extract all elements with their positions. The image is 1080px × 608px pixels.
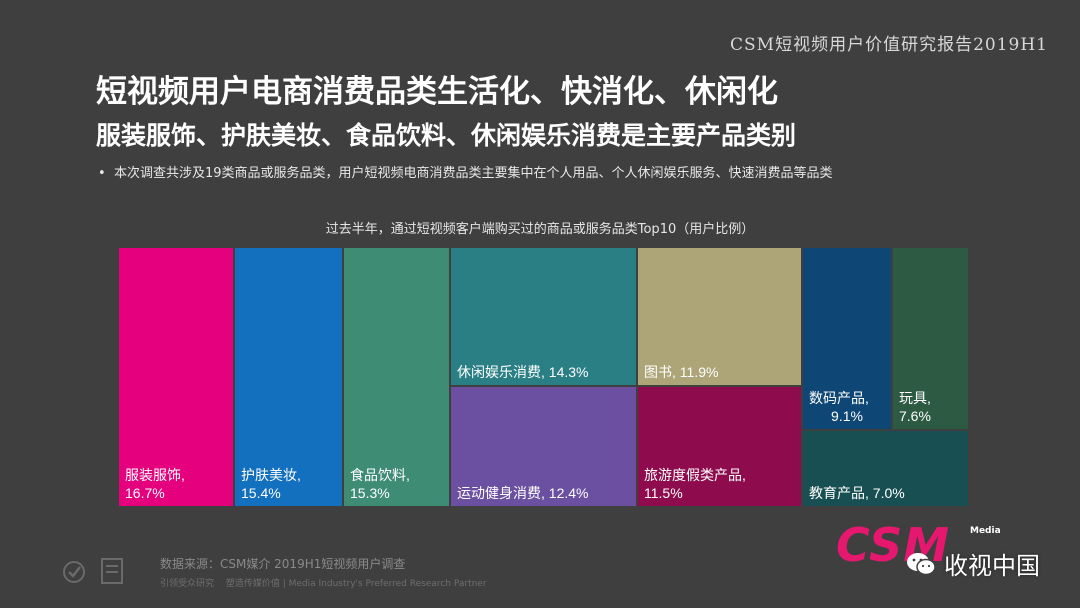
treemap-cell: [451, 248, 636, 385]
treemap-cell-label: 教育产品, 7.0%: [809, 485, 905, 501]
source-tagline: 引领受众研究 塑造传媒价值 | Media Industry's Preferr…: [160, 579, 487, 589]
page-subtitle: 服装服饰、护肤美妆、食品饮料、休闲娱乐消费是主要产品类别: [96, 121, 797, 150]
data-source: 数据来源：CSM媒介 2019H1短视频用户调查 引领受众研究 塑造传媒价值 |…: [160, 555, 487, 589]
treemap-cell-label: 图书, 11.9%: [644, 364, 718, 380]
treemap-cell-label: 运动健身消费, 12.4%: [457, 485, 588, 501]
source-text: 数据来源：CSM媒介 2019H1短视频用户调查: [160, 557, 406, 571]
treemap-cell: [638, 248, 801, 385]
treemap-cell-label: 食品饮料, 15.3%: [350, 467, 410, 501]
treemap-cell: [803, 431, 968, 506]
certificate-icon: [101, 558, 123, 584]
bullet-dot-icon: •: [98, 166, 106, 181]
treemap-cell-label: 玩具, 7.6%: [899, 390, 931, 424]
treemap-cell: [344, 248, 449, 506]
treemap-cell-label: 休闲娱乐消费, 14.3%: [457, 364, 588, 380]
treemap-cell-label: 服装服饰, 16.7%: [125, 467, 185, 501]
wechat-label: 收视中国: [944, 552, 1040, 580]
check-badge-icon: [63, 561, 85, 583]
bullet-note: • 本次调查共涉及19类商品或服务品类，用户短视频电商消费品类主要集中在个人用品、…: [98, 162, 833, 181]
treemap-cell-label: 数码产品, 9.1%: [809, 390, 869, 424]
chart-title: 过去半年，通过短视频客户端购买过的商品或服务品类Top10（用户比例）: [325, 222, 755, 237]
treemap-cell: [893, 248, 968, 429]
report-brand: CSM短视频用户价值研究报告2019H1: [730, 35, 1048, 55]
treemap-cell-label: 旅游度假类产品, 11.5%: [644, 467, 746, 501]
csm-logo-sub: Media: [970, 526, 1001, 536]
treemap-cell: [803, 248, 891, 429]
treemap-cell: [235, 248, 342, 506]
treemap-cell-label: 护肤美妆, 15.4%: [241, 467, 301, 501]
treemap-cell: [451, 387, 636, 506]
certification-logos: [62, 556, 130, 586]
treemap-cell: [638, 387, 801, 506]
treemap-cell: [119, 248, 233, 506]
bullet-text: 本次调查共涉及19类商品或服务品类，用户短视频电商消费品类主要集中在个人用品、个…: [114, 166, 833, 181]
page-title: 短视频用户电商消费品类生活化、快消化、休闲化: [96, 74, 778, 110]
wechat-icon: [907, 552, 936, 575]
wechat-account: 收视中国: [906, 546, 1040, 581]
